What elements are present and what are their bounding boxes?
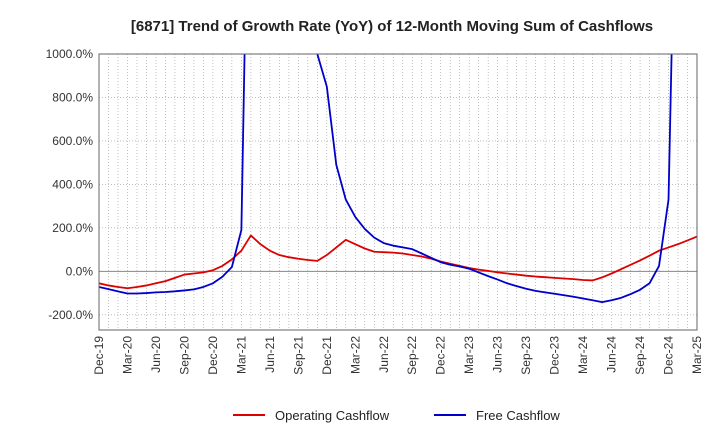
plot-background	[99, 54, 697, 330]
x-tick-label: Dec-22	[434, 336, 448, 375]
x-tick-label: Mar-20	[120, 336, 134, 374]
legend-label-free: Free Cashflow	[476, 408, 560, 423]
y-tick-label: 1000.0%	[46, 47, 94, 61]
x-tick-label: Mar-25	[690, 336, 704, 374]
legend: Operating Cashflow Free Cashflow	[233, 408, 560, 423]
series-lines	[99, 54, 697, 304]
plot-frame	[98, 53, 698, 331]
x-tick-label: Mar-23	[462, 336, 476, 374]
x-tick-label: Jun-21	[263, 336, 277, 373]
x-axis-ticks: Dec-19 Mar-20 Jun-20 Sep-20 Dec-20 Mar-21 Jun-…	[92, 336, 704, 375]
x-tick-label: Jun-23	[491, 336, 505, 373]
y-tick-label: 0.0%	[66, 264, 94, 278]
x-tick-label: Sep-21	[291, 336, 305, 375]
x-tick-label: Dec-19	[92, 336, 106, 375]
x-tick-label: Dec-21	[320, 336, 334, 375]
y-tick-label: 400.0%	[52, 177, 93, 191]
x-tick-label: Dec-23	[548, 336, 562, 375]
y-tick-label: 200.0%	[52, 221, 93, 235]
x-tick-label: Jun-20	[149, 336, 163, 373]
x-tick-label: Sep-23	[519, 336, 533, 375]
x-tick-label: Jun-22	[377, 336, 391, 373]
x-tick-label: Sep-20	[177, 336, 191, 375]
series-line-free-cashflow	[99, 54, 673, 304]
legend-label-operating: Operating Cashflow	[275, 408, 390, 423]
chart-title: [6871] Trend of Growth Rate (YoY) of 12-…	[131, 18, 653, 35]
x-tick-label: Mar-21	[234, 336, 248, 374]
legend-item-free[interactable]: Free Cashflow	[434, 408, 560, 423]
x-tick-label: Mar-22	[348, 336, 362, 374]
x-tick-label: Dec-24	[662, 336, 676, 375]
x-tick-label: Dec-20	[206, 336, 220, 375]
x-gridlines	[98, 54, 698, 330]
x-tick-label: Sep-24	[633, 336, 647, 375]
y-tick-label: 800.0%	[52, 90, 93, 104]
x-tick-label: Sep-22	[405, 336, 419, 375]
x-tick-label: Mar-24	[576, 336, 590, 374]
y-axis-ticks: -200.0% 0.0% 200.0% 400.0% 600.0% 800.0% 1000.…	[46, 47, 94, 322]
legend-item-operating[interactable]: Operating Cashflow	[233, 408, 390, 423]
y-tick-label: 600.0%	[52, 134, 93, 148]
series-line-operating-cashflow	[99, 234, 697, 290]
y-tick-label: -200.0%	[48, 308, 93, 322]
x-tick-label: Jun-24	[605, 336, 619, 373]
